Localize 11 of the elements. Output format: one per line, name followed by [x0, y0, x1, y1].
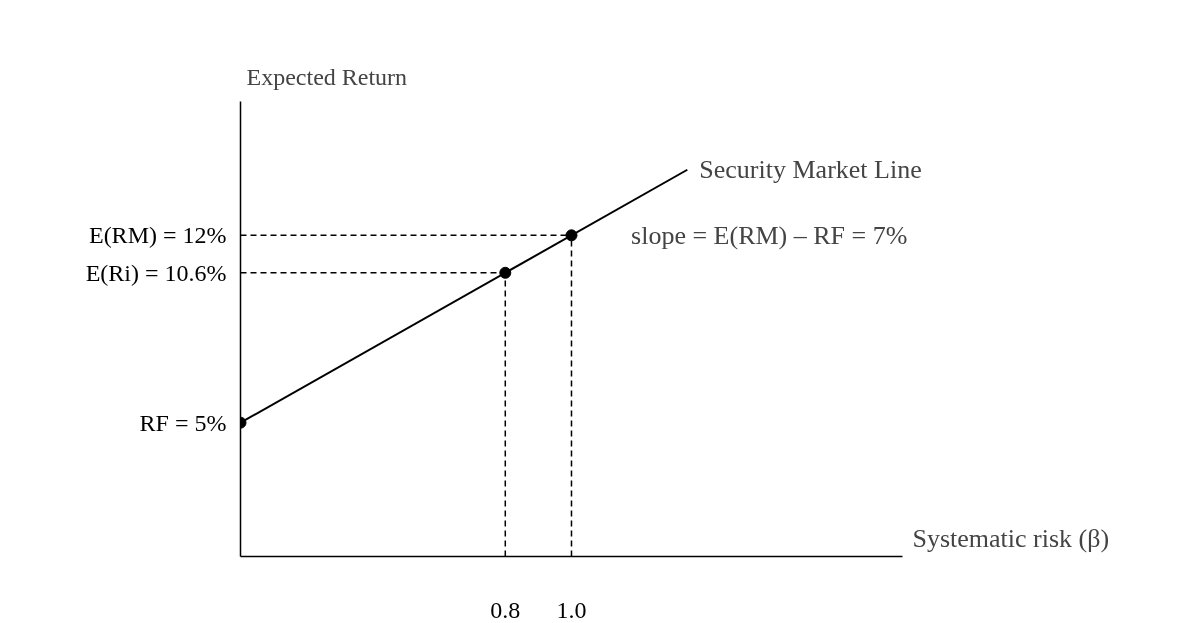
point [565, 229, 578, 242]
x-axis-title: Systematic risk (β) [912, 523, 1110, 553]
annotation: slope = E(RM) – RF = 7% [631, 220, 908, 250]
y-tick-label: E(Ri) = 10.6% [85, 259, 227, 286]
x-tick-label: 1.0 [556, 596, 587, 623]
y-axis-title: Expected Return [246, 63, 408, 90]
y-tick-label: RF = 5% [139, 409, 227, 436]
x-tick-label: 0.8 [490, 596, 521, 623]
y-tick-label: E(RM) = 12% [88, 222, 227, 249]
series-label: Security Market Line [699, 155, 922, 185]
point [499, 266, 512, 279]
